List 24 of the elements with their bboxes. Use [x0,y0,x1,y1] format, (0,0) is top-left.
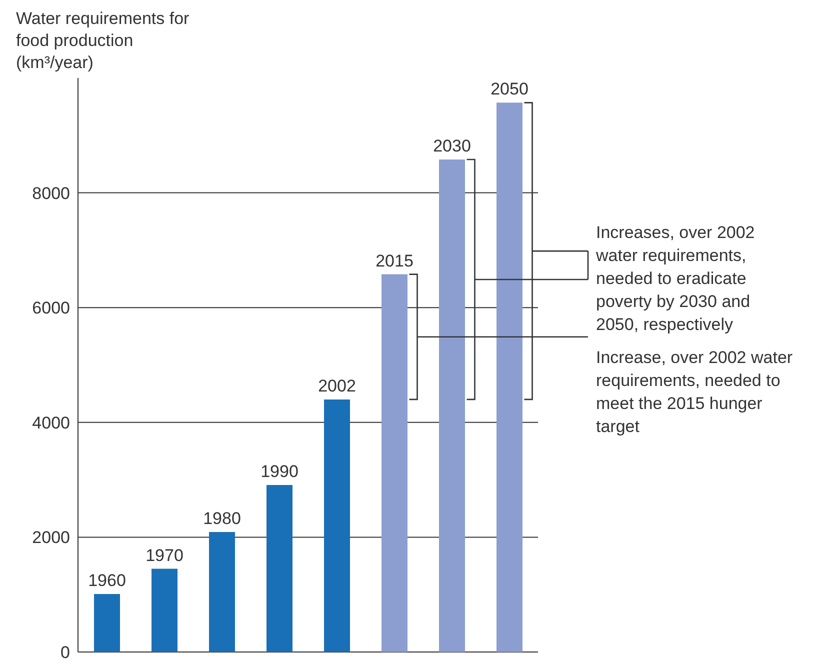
bar [152,568,178,652]
x-tick-label: 2015 [376,251,414,270]
y-axis-title: Water requirements for food production (km³/year) [16,8,190,74]
x-tick-label: 2002 [318,376,356,396]
y-tick-label: 0 [60,643,70,662]
bar [209,532,235,652]
y-tick-label: 4000 [32,413,70,432]
x-tick-label: 1970 [146,546,184,565]
text: Increase, over 2002 water requirements, needed to meet the 2015 hunger target [596,347,794,438]
bar [382,274,408,652]
x-tick-label: 2050 [490,80,528,99]
text: Increases, over 2002 water requirements, needed to eradicate poverty by 2030 and 2050, respectively [596,222,756,336]
bar [496,102,522,652]
y-tick-label: 6000 [32,298,70,318]
x-tick-label: 1990 [260,462,298,481]
bar [439,160,465,652]
bar [324,399,350,652]
y-tick-label: 2000 [32,528,70,548]
x-tick-label: 1980 [203,509,241,528]
x-tick-label: 1960 [88,571,126,590]
bar [266,484,292,652]
bar [94,594,120,652]
y-tick-label: 8000 [32,184,70,203]
x-tick-label: 2030 [433,136,471,156]
